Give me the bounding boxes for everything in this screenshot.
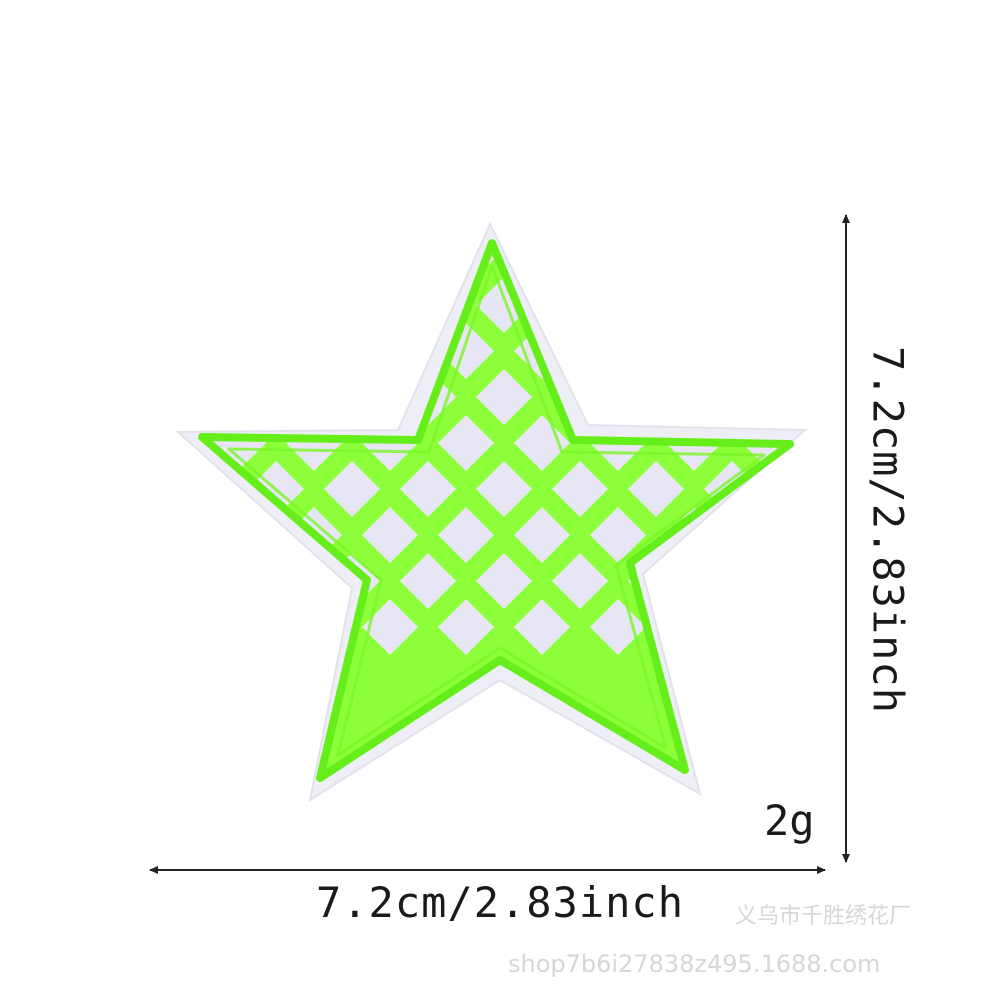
diamond-tile [202,553,228,609]
star-stitch-border [198,239,794,782]
watermark-url: shop7b6i27838z495.1688.com [508,950,881,978]
diamond-tile [628,369,684,425]
diamond-tile [286,243,342,287]
diamond-tile [590,323,646,379]
diamond-tile [210,243,266,287]
diamond-tile [324,369,380,425]
diamond-tile [202,369,228,425]
diamond-tile [438,415,494,471]
diamond-tile [704,277,760,333]
diamond-tile [96,553,152,609]
diamond-tile [666,323,722,379]
diamond-tile [666,243,722,287]
diamond-tile [438,507,494,563]
star-patch [202,243,790,778]
diamond-tile [400,553,456,609]
diamond-tile [210,599,266,655]
height-label: 7.2cm/2.83inch [863,345,913,715]
diamond-tile [362,599,418,655]
watermark-company: 义乌市千胜绣花厂 [735,904,912,929]
diamond-tile [362,507,418,563]
weight-label: 2g [764,796,815,845]
diamond-tile [134,507,190,563]
diamond-tile [590,599,646,655]
diamond-tile [742,599,790,655]
diamond-tile [134,231,190,287]
diamond-tile [628,277,684,333]
diamond-tile [476,461,532,517]
diamond-tile [552,277,608,333]
diamond-tile [134,415,190,471]
diamond-tile [590,243,646,287]
diamond-tile [514,243,570,287]
diamond-tile [286,323,342,379]
diamond-tile [590,507,646,563]
diamond-tile [362,323,418,379]
diamond-tile [286,599,342,655]
diamond-tile [552,553,608,609]
diamond-tile [248,369,304,425]
diamond-tile [514,599,570,655]
diamond-tile [134,323,190,379]
diamond-tile [324,277,380,333]
diamond-tile [476,553,532,609]
diamond-tile [210,507,266,563]
diamond-tile [96,277,152,333]
diamond-tile [324,461,380,517]
diamond-tile [248,553,304,609]
diamond-tile [476,369,532,425]
diamond-tile [96,369,152,425]
diamond-tile [742,507,790,563]
diamond-tile [742,323,790,379]
diamond-tile [742,243,790,287]
width-label: 7.2cm/2.83inch [315,878,684,927]
diamond-tile [210,323,266,379]
diamond-tile [514,415,570,471]
diamond-tile [248,277,304,333]
diamond-tile [666,599,722,655]
diamond-tile [134,599,190,655]
diamond-tile [96,461,152,517]
diamond-tile [704,553,760,609]
diamond-tile [704,369,760,425]
diamond-tile [362,243,418,287]
diamond-tile [552,461,608,517]
diamond-tile [400,461,456,517]
diamond-tile [628,461,684,517]
diamond-tile [438,599,494,655]
diamond-tile [514,507,570,563]
diamond-tile [202,277,228,333]
star-inner-stitch [227,264,766,757]
